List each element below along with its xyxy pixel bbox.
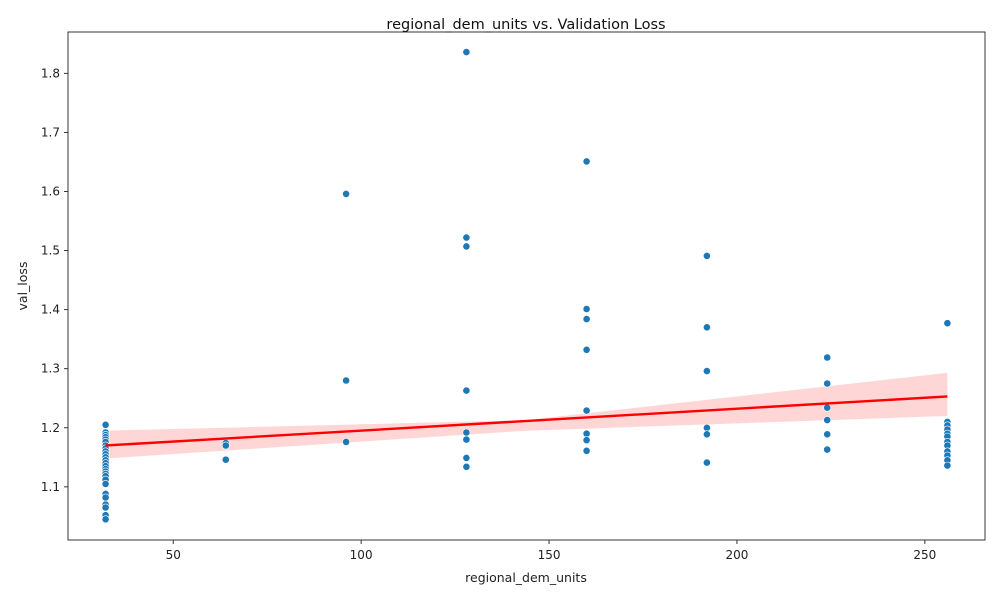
scatter-point — [582, 157, 591, 166]
chart-title: regional_dem_units vs. Validation Loss — [386, 17, 665, 33]
scatter-point — [462, 453, 471, 462]
scatter-point — [462, 242, 471, 251]
y-tick-label: 1.7 — [41, 125, 60, 139]
scatter-point — [462, 462, 471, 471]
y-axis-label: val_loss — [15, 262, 30, 311]
scatter-point — [462, 48, 471, 56]
y-tick-label: 1.1 — [41, 480, 60, 494]
scatter-point — [943, 461, 952, 470]
plot-frame — [67, 31, 986, 541]
x-tick-label: 250 — [913, 548, 936, 562]
scatter-point — [221, 455, 230, 464]
scatter-point — [582, 446, 591, 455]
scatter-point — [462, 386, 471, 395]
scatter-point — [943, 319, 952, 328]
scatter-point — [342, 189, 350, 198]
scatter-point — [582, 315, 591, 323]
scatter-point — [703, 458, 711, 467]
plot-area — [101, 48, 952, 524]
scatter-point — [462, 428, 471, 437]
scatter-point — [101, 515, 110, 524]
regression-line — [105, 395, 948, 447]
x-tick-label: 200 — [726, 548, 749, 562]
scatter-point — [703, 323, 711, 332]
x-tick-label: 50 — [166, 548, 181, 562]
x-tick-label: 100 — [350, 548, 373, 562]
scatter-point — [582, 305, 591, 313]
scatter-point — [462, 233, 471, 242]
y-tick-label: 1.2 — [41, 421, 60, 435]
scatter-point — [582, 406, 591, 415]
y-tick-label: 1.6 — [41, 184, 60, 198]
scatter-point — [823, 416, 832, 424]
scatter-point — [703, 423, 711, 432]
scatter-point — [703, 251, 711, 260]
scatter-point — [221, 441, 230, 450]
y-tick-label: 1.3 — [41, 362, 60, 376]
y-tick-label: 1.5 — [41, 244, 60, 258]
y-axis: 1.1 1.2 1.3 1.4 1.5 1.6 1.7 1.8 — [41, 66, 68, 494]
x-tick-label: 150 — [538, 548, 561, 562]
scatter-point — [823, 430, 832, 439]
x-axis-label: regional_dem_units — [465, 570, 587, 585]
y-tick-label: 1.4 — [41, 303, 60, 317]
scatter-point — [823, 445, 832, 454]
scatter-point — [703, 367, 711, 375]
scatter-point — [582, 345, 591, 354]
scatter-point — [342, 376, 350, 385]
scatter-point — [823, 353, 832, 362]
scatter-point — [823, 379, 832, 388]
scatter-point — [703, 430, 711, 439]
scatter-point — [462, 435, 471, 444]
confidence-band — [105, 372, 948, 459]
scatter-point — [101, 493, 110, 502]
x-axis: 50 100 150 200 250 — [166, 540, 936, 562]
scatter-point — [823, 403, 832, 412]
scatter-point — [101, 479, 110, 488]
scatter-point — [101, 503, 110, 512]
scatter-point — [582, 436, 591, 445]
scatter-point — [342, 437, 350, 446]
scatter-point — [582, 429, 591, 438]
y-tick-label: 1.8 — [41, 66, 60, 80]
scatter-point — [101, 420, 110, 429]
